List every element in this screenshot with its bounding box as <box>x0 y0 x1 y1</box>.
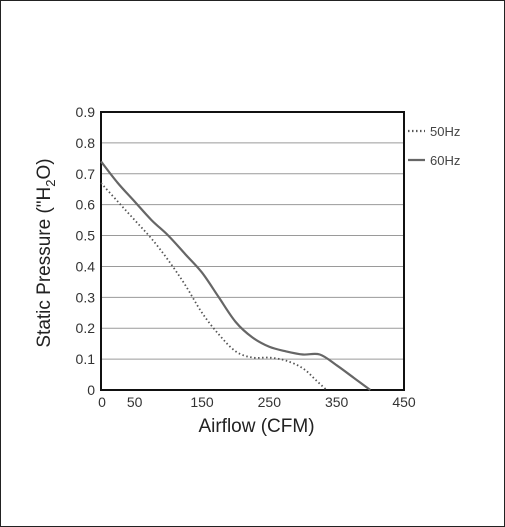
y-tick-label: 0.2 <box>76 320 96 336</box>
y-tick-label: 0.5 <box>76 228 96 244</box>
x-tick-label: 50 <box>127 394 143 410</box>
y-axis-title: Static Pressure ("H2O) <box>34 158 58 347</box>
series-lines <box>100 160 371 391</box>
grid <box>101 142 404 360</box>
legend: 50Hz 60Hz <box>408 124 460 168</box>
y-axis-title-part: Static Pressure ("H <box>34 187 55 348</box>
x-axis-title: Airflow (CFM) <box>198 416 314 437</box>
y-axis-title-subscript: 2 <box>43 179 58 186</box>
plot-area <box>100 111 405 391</box>
x-tick-label: 0 <box>98 394 106 410</box>
x-axis-ticks: 0 50 150 250 350 450 <box>98 394 416 410</box>
x-tick-label: 250 <box>258 394 282 410</box>
y-tick-label: 0.6 <box>76 197 96 213</box>
y-tick-label: 0.3 <box>76 289 96 305</box>
x-tick-label: 350 <box>325 394 349 410</box>
legend-label: 50Hz <box>430 124 460 139</box>
y-tick-label: 0.4 <box>76 258 96 274</box>
series-line-60hz <box>100 160 371 391</box>
series-line-50hz <box>100 182 328 391</box>
y-tick-label: 0.9 <box>76 104 96 120</box>
y-tick-label: 0 <box>87 382 95 398</box>
x-tick-label: 450 <box>392 394 416 410</box>
legend-label: 60Hz <box>430 153 460 168</box>
x-tick-label: 150 <box>190 394 214 410</box>
y-tick-label: 0.7 <box>76 166 96 182</box>
y-tick-label: 0.1 <box>76 351 96 367</box>
y-tick-label: 0.8 <box>76 135 96 151</box>
y-axis-title-part: O) <box>34 158 55 179</box>
y-axis-ticks: 0 0.1 0.2 0.3 0.4 0.5 0.6 0.7 0.8 0.9 <box>76 104 96 398</box>
